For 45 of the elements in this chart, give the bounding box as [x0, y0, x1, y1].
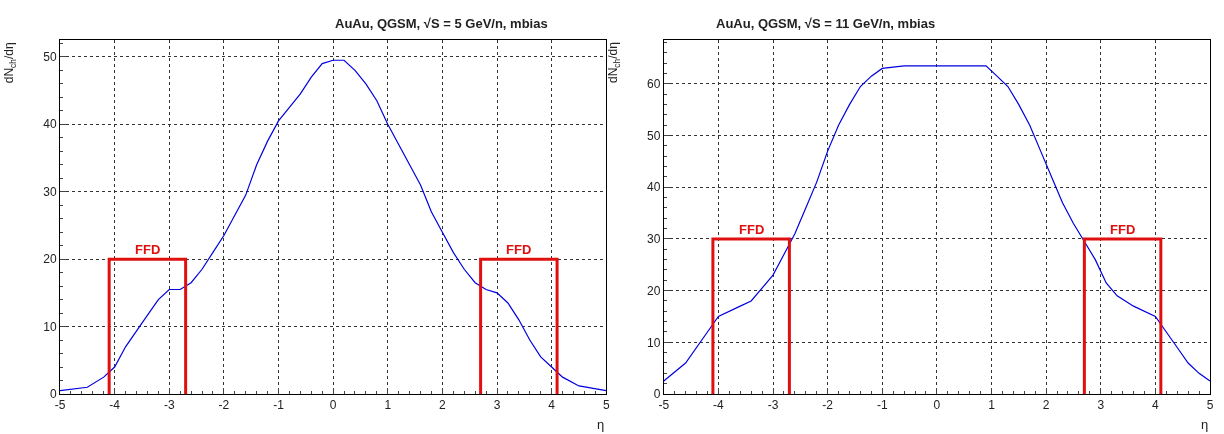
series-label: FFD [135, 242, 161, 257]
x-tick-label: 2 [1042, 398, 1050, 413]
y-tick-label: 10 [43, 319, 57, 334]
x-tick-label: -1 [876, 398, 888, 413]
chart-title: AuAu, QGSM, √S = 11 GeV/n, mbias [716, 16, 936, 31]
y-tick-label: 10 [646, 335, 661, 350]
y-tick-label: 20 [646, 283, 661, 298]
y-tick-label: 20 [43, 252, 57, 267]
y-tick-label: 40 [43, 117, 57, 132]
x-tick-label: 5 [602, 398, 610, 413]
x-tick-label: 3 [1097, 398, 1105, 413]
series-label: FFD [1110, 222, 1136, 237]
x-tick-label: 1 [384, 398, 392, 413]
chart-title: AuAu, QGSM, √S = 5 GeV/n, mbias [335, 16, 548, 31]
line-series [663, 65, 1210, 382]
x-tick-label: -5 [54, 398, 66, 413]
y-tick-label: 50 [646, 128, 661, 143]
x-tick-label: -4 [713, 398, 725, 413]
x-tick-label: 4 [1152, 398, 1160, 413]
x-tick-label: -4 [109, 398, 121, 413]
x-tick-label: -5 [658, 398, 670, 413]
y-tick-label: 30 [43, 184, 57, 199]
y-tick-label: 0 [49, 387, 57, 402]
x-tick-label: -1 [273, 398, 285, 413]
x-tick-label: -3 [767, 398, 779, 413]
y-tick-label: 50 [43, 50, 57, 65]
x-tick-label: 3 [493, 398, 501, 413]
y-tick-label: 40 [646, 180, 661, 195]
line-series [60, 59, 607, 392]
y-tick-label: 30 [646, 232, 661, 247]
y-tick-label: 60 [646, 77, 661, 92]
series-label: FFD [506, 242, 532, 257]
x-axis-title: η [597, 417, 605, 432]
x-tick-label: -2 [218, 398, 230, 413]
x-axis-title: η [1201, 417, 1209, 432]
x-tick-label: 1 [988, 398, 996, 413]
x-tick-label: 5 [1206, 398, 1214, 413]
series-label: FFD [739, 222, 765, 237]
x-tick-label: -2 [822, 398, 834, 413]
x-tick-label: -3 [163, 398, 175, 413]
x-tick-label: 0 [933, 398, 941, 413]
x-tick-label: 0 [329, 398, 337, 413]
x-tick-label: 4 [548, 398, 556, 413]
y-tick-label: 0 [653, 387, 661, 402]
x-tick-label: 2 [439, 398, 447, 413]
